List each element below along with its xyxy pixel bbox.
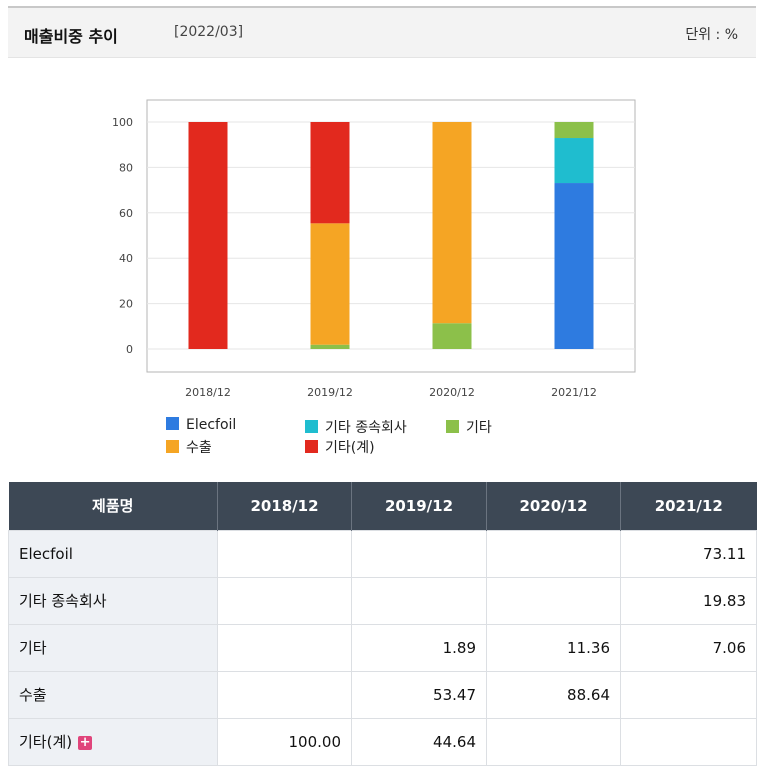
- table-header-row: 제품명 2018/12 2019/12 2020/12 2021/12: [8, 482, 757, 530]
- legend-item: 기타(계): [305, 437, 375, 457]
- value-cell: [486, 529, 621, 578]
- product-name-cell: 기타: [8, 623, 218, 672]
- value-cell: 88.64: [486, 670, 621, 719]
- product-name: 기타(계): [19, 733, 73, 751]
- legend-label: 기타(계): [325, 440, 375, 456]
- column-header: 2019/12: [351, 482, 487, 530]
- stacked-bar-chart: 0 20 40 60 80 100 2018/12 2019/12 2020/12 2021/12: [112, 99, 636, 399]
- legend-label: 수출: [186, 440, 212, 456]
- bar-segment: [554, 183, 594, 349]
- product-name-cell: 수출: [8, 670, 218, 719]
- product-name: Elecfoil: [19, 544, 73, 563]
- bar-segment: [310, 223, 350, 345]
- value-cell: 7.06: [620, 623, 757, 672]
- y-tick-label: 60: [119, 207, 133, 220]
- bar-segment: [310, 344, 350, 349]
- column-header: 2021/12: [620, 482, 757, 530]
- product-name-cell: Elecfoil: [8, 529, 218, 578]
- value-cell: [217, 576, 352, 625]
- bar-segment: [432, 122, 472, 324]
- column-header: 2018/12: [217, 482, 352, 530]
- value-cell: [217, 529, 352, 578]
- x-tick-label: 2021/12: [551, 386, 597, 399]
- column-header: 2020/12: [486, 482, 621, 530]
- value-cell: [486, 717, 621, 766]
- product-name: 수출: [19, 686, 47, 704]
- table-row: 기타(계) +100.00 44.64: [8, 717, 757, 766]
- value-cell: 44.64: [351, 717, 487, 766]
- section-header: 매출비중 추이 [2022/03] 단위 : %: [8, 6, 756, 58]
- value-cell: 53.47: [351, 670, 487, 719]
- table-row: Elecfoil 73.11: [8, 529, 757, 578]
- bar-segment: [554, 138, 594, 184]
- expand-plus-icon[interactable]: +: [78, 735, 93, 750]
- value-cell: [351, 576, 487, 625]
- section-title: 매출비중 추이: [24, 27, 118, 46]
- value-cell: [351, 529, 487, 578]
- product-name: 기타 종속회사: [19, 592, 107, 610]
- bar-segment: [432, 323, 472, 349]
- legend-label: 기타 종속회사: [325, 420, 407, 436]
- bar-segment: [310, 122, 350, 224]
- y-tick-label: 100: [112, 116, 133, 129]
- x-tick-label: 2019/12: [307, 386, 353, 399]
- legend-swatch: [446, 420, 459, 433]
- plot-area: [146, 99, 636, 373]
- value-cell: 1.89: [351, 623, 487, 672]
- product-name-cell: 기타 종속회사: [8, 576, 218, 625]
- value-cell: 19.83: [620, 576, 757, 625]
- legend-label: 기타: [466, 420, 492, 436]
- unit-label: 단위 : %: [685, 27, 738, 43]
- value-cell: 100.00: [217, 717, 352, 766]
- legend-swatch: [166, 417, 179, 430]
- legend-item: Elecfoil: [166, 417, 236, 433]
- y-tick-label: 20: [119, 298, 133, 311]
- table-row: 기타 종속회사 19.83: [8, 576, 757, 625]
- legend-item: 기타 종속회사: [305, 417, 407, 437]
- value-cell: [217, 623, 352, 672]
- sales-ratio-table: 제품명 2018/12 2019/12 2020/12 2021/12 Elecfoil…: [8, 482, 757, 766]
- legend-swatch: [305, 420, 318, 433]
- column-header: 제품명: [8, 482, 218, 530]
- y-tick-label: 0: [126, 343, 133, 356]
- table-body: Elecfoil 73.11 기타 종속회사 19.83 기타 1.89 11.36 7.06…: [8, 529, 757, 766]
- value-cell: [620, 717, 757, 766]
- table-row: 수출 53.47 88.64: [8, 670, 757, 719]
- value-cell: 11.36: [486, 623, 621, 672]
- table-row: 기타 1.89 11.36 7.06: [8, 623, 757, 672]
- legend-swatch: [305, 440, 318, 453]
- bar-segment: [188, 122, 228, 349]
- x-tick-label: 2018/12: [185, 386, 231, 399]
- value-cell: 73.11: [620, 529, 757, 578]
- value-cell: [620, 670, 757, 719]
- bar-segment: [554, 122, 594, 139]
- product-name-cell: 기타(계) +: [8, 717, 218, 766]
- report-date: [2022/03]: [174, 24, 244, 40]
- legend-item: 수출: [166, 437, 212, 457]
- legend-item: 기타: [446, 417, 492, 437]
- x-tick-label: 2020/12: [429, 386, 475, 399]
- y-tick-label: 40: [119, 252, 133, 265]
- value-cell: [486, 576, 621, 625]
- legend-swatch: [166, 440, 179, 453]
- value-cell: [217, 670, 352, 719]
- product-name: 기타: [19, 639, 47, 657]
- y-tick-label: 80: [119, 161, 133, 174]
- legend-label: Elecfoil: [186, 417, 237, 433]
